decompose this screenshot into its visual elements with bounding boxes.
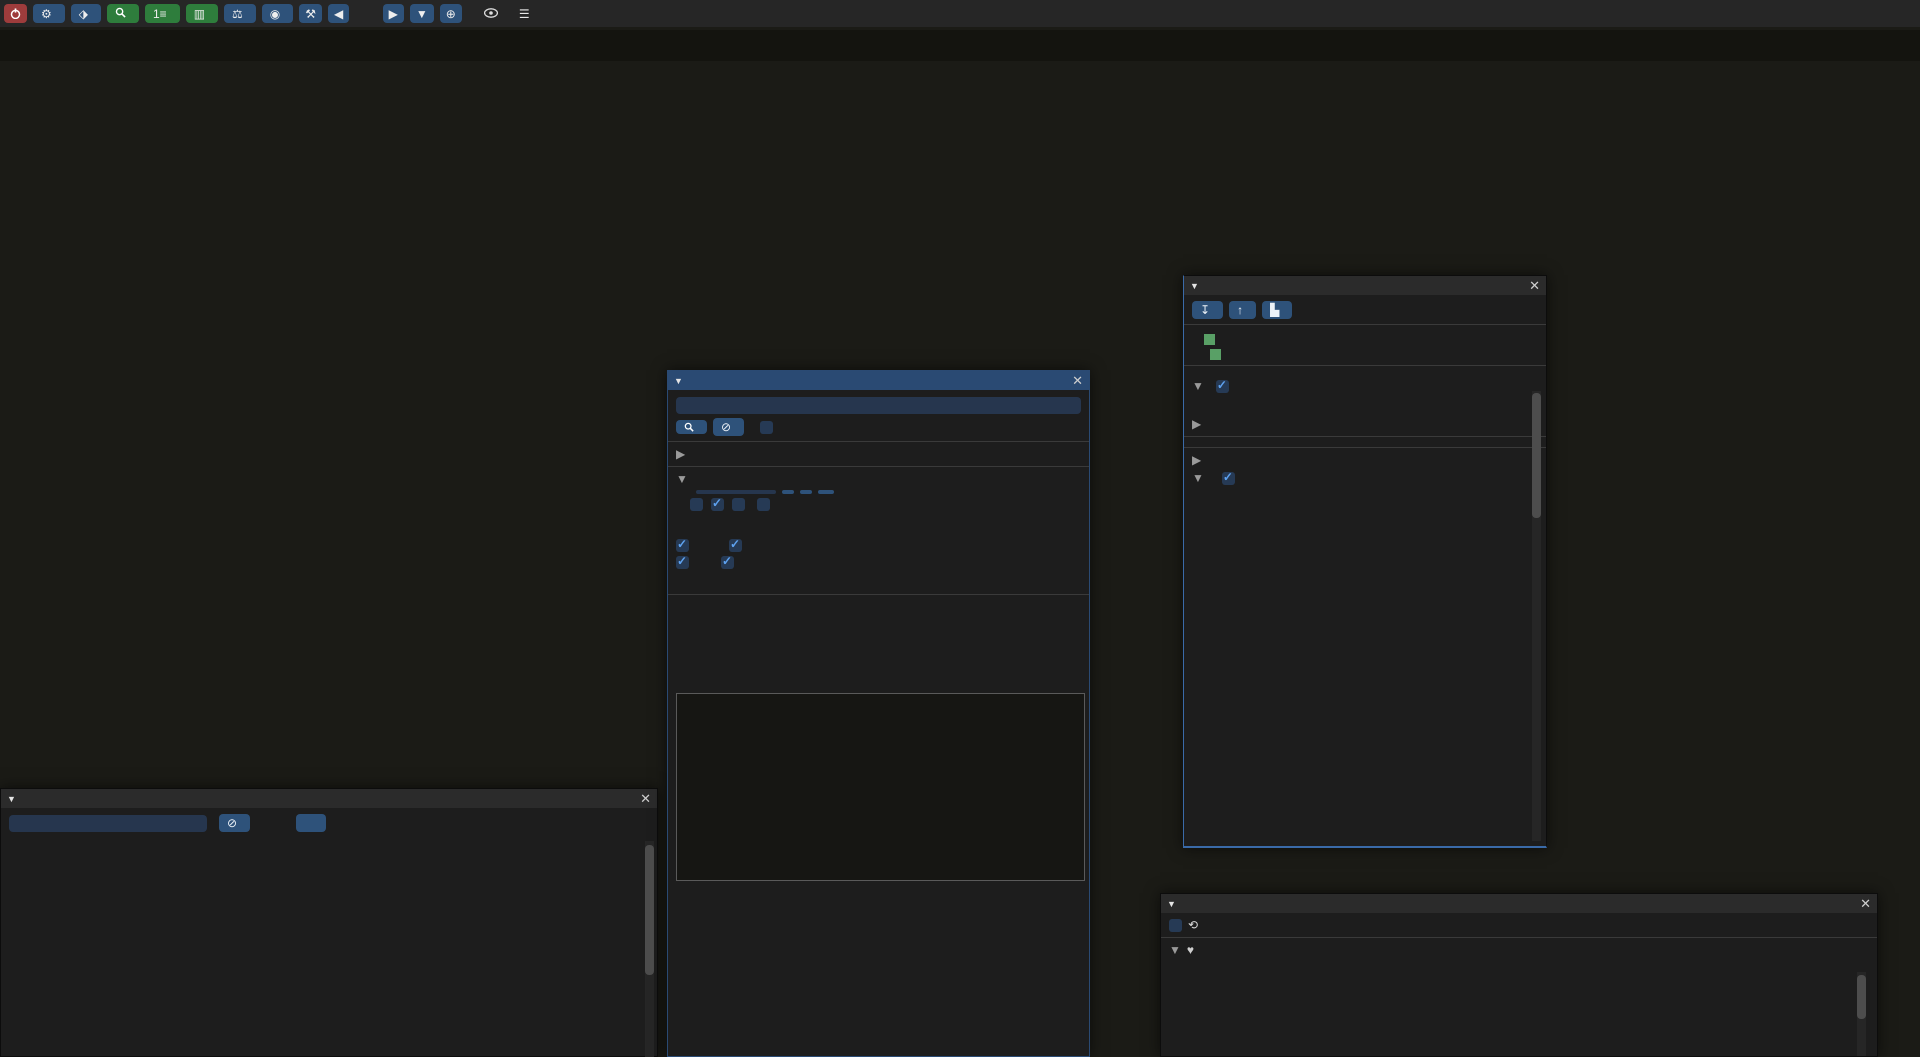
self-time-checkbox[interactable] (757, 498, 770, 511)
statistics-titlebar[interactable]: ▼ ✕ (1, 789, 657, 808)
clear-button[interactable]: ⊘ (713, 418, 745, 436)
zone-info-titlebar[interactable]: ▼ ✕ (1184, 276, 1546, 295)
collapse-icon[interactable]: ▼ (1190, 280, 1199, 291)
collapse-icon[interactable]: ▼ (1192, 471, 1204, 485)
crosshair-icon: ⊕ (445, 6, 456, 21)
expand-icon[interactable]: ▶ (676, 447, 686, 461)
group-median-checkbox[interactable] (721, 554, 734, 569)
database-icon: ☰ (518, 6, 530, 21)
close-icon[interactable]: ✕ (1529, 277, 1540, 293)
histogram-axis (676, 881, 1083, 897)
options-button[interactable]: ⚙ (33, 4, 65, 23)
collapse-icon[interactable]: ▼ (676, 472, 688, 486)
group-avg-swatch (694, 557, 705, 568)
chart-icon: ▙ (1270, 303, 1280, 317)
find-zone-window: ▼ ✕ ⊘ ▶ ▼ (667, 370, 1090, 1057)
thread-swatch[interactable] (1210, 349, 1221, 360)
memory-window: ▼ ✕ ⟲ ▼ ♥ (1160, 893, 1878, 1057)
search-icon (115, 7, 126, 20)
filter-input[interactable] (9, 814, 207, 832)
reset-button[interactable] (818, 490, 834, 494)
collapse-icon[interactable]: ▼ (1169, 943, 1181, 957)
find-zone-histogram[interactable] (676, 693, 1085, 881)
ban-icon: ⊘ (721, 420, 732, 434)
median-time-checkbox[interactable] (729, 537, 742, 552)
ram-icon: ▥ (193, 6, 206, 21)
prev-frame-button[interactable]: ◀ (328, 4, 350, 23)
ignore-case-checkbox[interactable] (760, 420, 774, 434)
eye-icon (483, 7, 498, 20)
info-button[interactable]: ◉ (261, 4, 294, 23)
restrict-time-checkbox[interactable] (1169, 918, 1182, 932)
cumulate-time-checkbox[interactable] (732, 498, 745, 511)
expand-icon[interactable]: ▶ (1192, 453, 1202, 467)
heart-icon: ♥ (1186, 943, 1195, 957)
relative-time-checkbox[interactable] (1215, 378, 1229, 393)
wrench-icon: ⚒ (305, 6, 317, 21)
minus-button[interactable] (782, 490, 794, 494)
plus-button[interactable] (800, 490, 812, 494)
next-frame-button[interactable]: ▶ (382, 4, 404, 23)
min-bin-input[interactable] (696, 490, 776, 494)
memory-titlebar[interactable]: ▼ ✕ (1161, 894, 1877, 913)
tools-button[interactable]: ⚒ (299, 4, 323, 23)
clear-filter-button[interactable]: ⊘ (219, 814, 251, 832)
close-icon[interactable]: ✕ (1072, 372, 1083, 388)
median-time-swatch (747, 540, 758, 551)
statistics-window: ▼ ✕ ⊘ (0, 788, 658, 1057)
main-toolbar: ⚙ ⬗ 1≡ ▥ ⚖ ◉ ⚒ ◀ ▶ ▼ ⊕ ☰ (0, 0, 1920, 27)
sort-icon: 1≡ (153, 6, 167, 21)
compare-button[interactable]: ⚖ (224, 4, 256, 23)
avg-time-swatch (694, 540, 705, 551)
group-avg-checkbox[interactable] (676, 554, 689, 569)
statistics-scrollbar[interactable] (645, 841, 654, 1057)
right-arrow-icon: ▶ (388, 6, 398, 21)
down-arrow-icon: ▼ (415, 6, 428, 21)
expand-icon[interactable]: ▶ (1192, 417, 1202, 431)
zoom-icon: ↧ (1200, 303, 1211, 317)
zone-statistics-button[interactable]: ▙ (1262, 301, 1293, 319)
go-to-parent-button[interactable]: ↑ (1229, 301, 1257, 319)
clipped-button[interactable] (296, 814, 327, 832)
avg-time-checkbox[interactable] (676, 537, 689, 552)
statistics-table (1, 841, 659, 1057)
find-button[interactable] (676, 420, 707, 434)
log-time-checkbox[interactable] (711, 496, 724, 511)
left-arrow-icon: ◀ (334, 6, 344, 21)
zone-info-window: ▼ ✕ ↧ ↑ ▙ ▼ ▶ ▶ ▼ (1183, 275, 1547, 848)
crosshair-button[interactable]: ⊕ (439, 4, 462, 23)
messages-button[interactable]: ⬗ (70, 4, 101, 23)
collapse-icon[interactable]: ▼ (674, 375, 683, 386)
location-swatch[interactable] (1204, 334, 1215, 345)
find-zone-button[interactable] (107, 4, 139, 23)
collapse-icon[interactable]: ▼ (7, 793, 16, 804)
log-values-checkbox[interactable] (690, 498, 703, 511)
collapse-icon[interactable]: ▼ (1167, 898, 1176, 909)
tag-icon: ⬗ (78, 6, 88, 21)
group-children-checkbox[interactable] (1221, 470, 1235, 485)
find-zone-titlebar[interactable]: ▼ ✕ (668, 371, 1089, 390)
fingerprint-icon: ◉ (269, 6, 281, 21)
gear-icon: ⚙ (41, 6, 52, 21)
power-button[interactable] (4, 4, 27, 23)
history-icon: ⟲ (1188, 918, 1199, 932)
frame-overview-strip[interactable] (0, 30, 1920, 61)
zoom-to-zone-button[interactable]: ↧ (1192, 301, 1224, 319)
memory-button[interactable]: ▥ (185, 4, 219, 23)
search-icon (684, 422, 694, 432)
collapse-icon[interactable]: ▼ (1192, 379, 1204, 393)
memory-scrollbar[interactable] (1857, 972, 1866, 1056)
close-icon[interactable]: ✕ (1860, 895, 1871, 911)
up-arrow-icon: ↑ (1237, 303, 1244, 317)
close-icon[interactable]: ✕ (640, 790, 651, 806)
find-zone-input[interactable] (676, 397, 1081, 414)
statistics-button[interactable]: 1≡ (145, 4, 180, 23)
frame-jump-button[interactable]: ▼ (409, 4, 434, 23)
zone-info-scrollbar[interactable] (1532, 391, 1541, 841)
scale-icon: ⚖ (232, 6, 243, 21)
ban-icon: ⊘ (227, 816, 238, 830)
group-median-swatch (739, 557, 750, 568)
